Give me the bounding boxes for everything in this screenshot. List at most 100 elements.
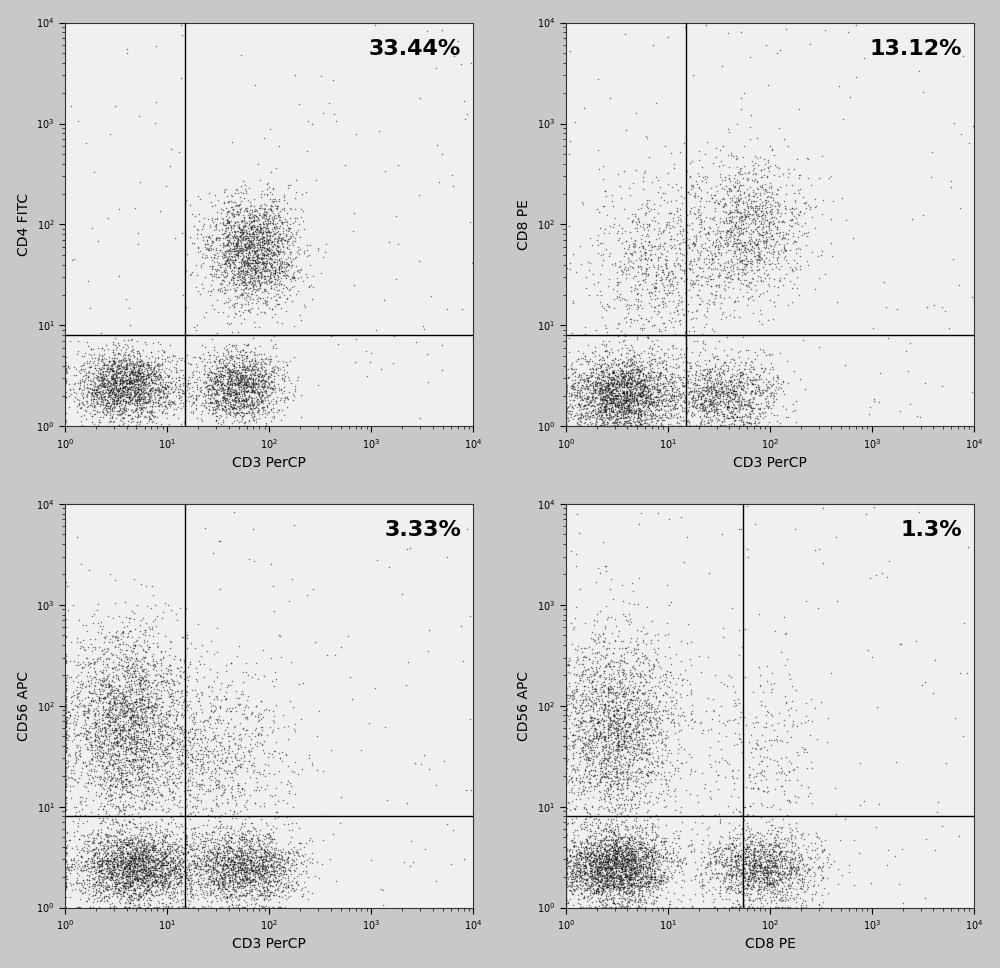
Point	[636, 378, 652, 394]
Point	[764, 418, 780, 434]
Point	[695, 263, 711, 279]
Point	[219, 894, 235, 910]
Point	[184, 767, 200, 782]
Point	[296, 853, 312, 868]
Point	[164, 371, 180, 386]
Point	[644, 174, 660, 190]
Point	[597, 385, 613, 401]
Point	[865, 320, 881, 336]
Point	[260, 845, 276, 861]
Point	[729, 183, 745, 198]
Point	[633, 622, 649, 638]
Point	[704, 237, 720, 253]
Point	[120, 376, 136, 391]
Point	[225, 271, 241, 287]
Point	[105, 700, 121, 715]
Point	[253, 359, 269, 375]
Point	[223, 749, 239, 765]
Point	[754, 227, 770, 243]
Point	[242, 874, 258, 890]
Point	[257, 859, 273, 874]
Point	[261, 271, 277, 287]
Point	[593, 871, 609, 887]
Point	[646, 851, 662, 866]
Point	[601, 271, 617, 287]
Point	[604, 823, 620, 838]
Point	[778, 835, 794, 851]
Point	[138, 378, 154, 394]
Point	[235, 880, 251, 895]
Point	[701, 232, 717, 248]
Point	[765, 312, 781, 327]
Point	[111, 765, 127, 780]
Point	[610, 368, 626, 383]
Point	[772, 856, 788, 871]
Point	[200, 783, 216, 799]
Point	[143, 864, 159, 880]
Point	[238, 242, 254, 257]
Point	[148, 685, 164, 701]
Point	[258, 860, 274, 875]
Point	[135, 381, 151, 397]
Point	[249, 306, 265, 321]
Point	[650, 732, 666, 747]
Point	[105, 708, 121, 723]
Point	[601, 864, 617, 880]
Point	[242, 367, 258, 382]
Point	[217, 770, 233, 785]
Point	[653, 394, 669, 409]
Point	[233, 200, 249, 216]
Point	[261, 235, 277, 251]
Point	[214, 788, 230, 803]
Point	[720, 187, 736, 202]
Point	[124, 870, 140, 886]
Point	[244, 219, 260, 234]
Point	[708, 418, 724, 434]
Point	[122, 894, 138, 910]
Point	[98, 384, 114, 400]
Point	[729, 237, 745, 253]
Point	[120, 861, 136, 876]
Point	[618, 404, 634, 419]
Point	[135, 342, 151, 357]
Point	[243, 375, 259, 390]
Point	[629, 862, 645, 878]
Point	[246, 245, 262, 260]
Point	[201, 827, 217, 842]
Point	[633, 388, 649, 404]
Point	[148, 794, 164, 809]
Point	[132, 691, 148, 707]
Point	[762, 876, 778, 892]
Point	[601, 848, 617, 863]
Point	[118, 362, 134, 378]
Point	[669, 395, 685, 410]
Point	[632, 377, 648, 392]
Point	[744, 401, 760, 416]
Point	[775, 888, 791, 903]
Point	[263, 280, 279, 295]
Point	[644, 722, 660, 738]
Point	[233, 849, 249, 864]
Point	[224, 770, 240, 785]
Point	[586, 399, 602, 414]
Point	[721, 212, 737, 227]
Point	[147, 368, 163, 383]
Point	[236, 868, 252, 884]
Point	[208, 888, 224, 903]
Point	[881, 554, 897, 569]
Point	[590, 881, 606, 896]
Point	[234, 707, 250, 722]
Point	[251, 232, 267, 248]
Point	[746, 863, 762, 879]
Point	[207, 832, 223, 847]
Point	[84, 387, 100, 403]
Point	[163, 671, 179, 686]
Point	[260, 215, 276, 230]
Point	[586, 854, 602, 869]
Point	[233, 880, 249, 895]
Point	[797, 196, 813, 211]
Point	[208, 366, 224, 381]
Point	[139, 899, 155, 915]
Point	[579, 842, 595, 858]
Point	[167, 815, 183, 831]
